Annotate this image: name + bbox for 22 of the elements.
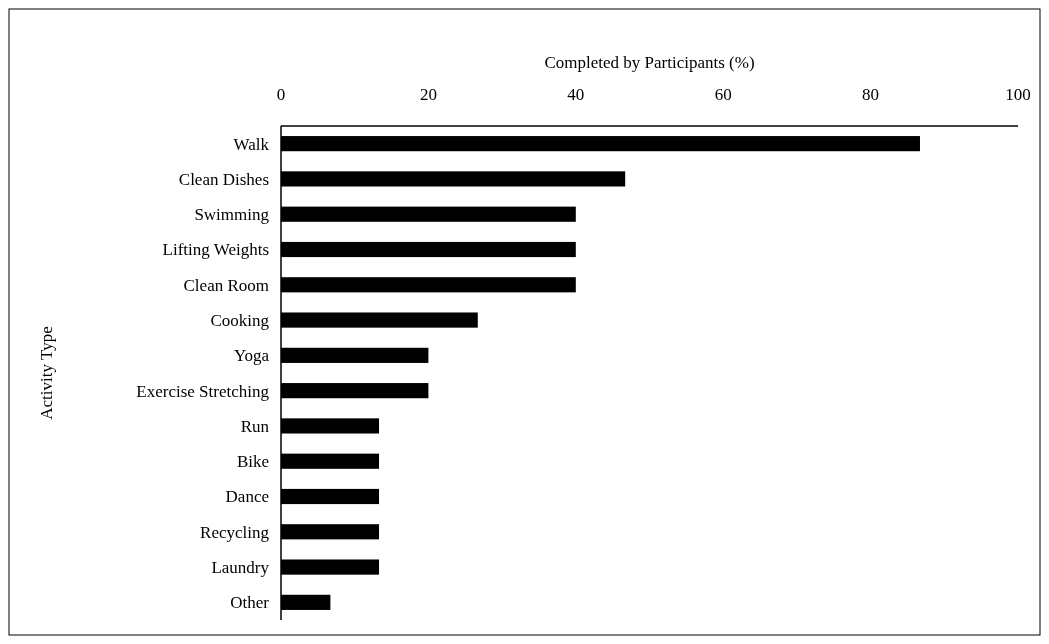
y-tick-label: Clean Dishes: [178, 169, 269, 189]
y-tick-label: Swimming: [194, 205, 270, 225]
y-tick-label: Run: [240, 416, 270, 436]
y-tick-label: Exercise Stretching: [136, 381, 270, 401]
y-tick-label: Walk: [233, 134, 270, 154]
y-tick-label: Lifting Weights: [162, 240, 269, 260]
x-axis-title: Completed by Participants (%): [544, 53, 755, 72]
x-tick-label: 80: [862, 85, 880, 104]
x-tick-label: 100: [1005, 85, 1031, 104]
y-tick-label: Other: [230, 593, 270, 613]
y-tick-label: Bike: [236, 452, 269, 472]
x-tick-label: 0: [276, 85, 286, 104]
y-tick-label: Dance: [225, 487, 269, 507]
y-tick-label: Laundry: [211, 558, 270, 578]
x-tick-label: 20: [419, 85, 437, 104]
y-tick-label: Yoga: [233, 346, 270, 366]
y-tick-label: Recycling: [200, 522, 270, 542]
x-tick-label: 60: [714, 85, 732, 104]
y-tick-label: Cooking: [210, 311, 270, 331]
y-tick-label: Clean Room: [183, 275, 269, 295]
x-tick-label: 40: [567, 85, 585, 104]
y-axis-title: Activity Type: [37, 326, 56, 420]
